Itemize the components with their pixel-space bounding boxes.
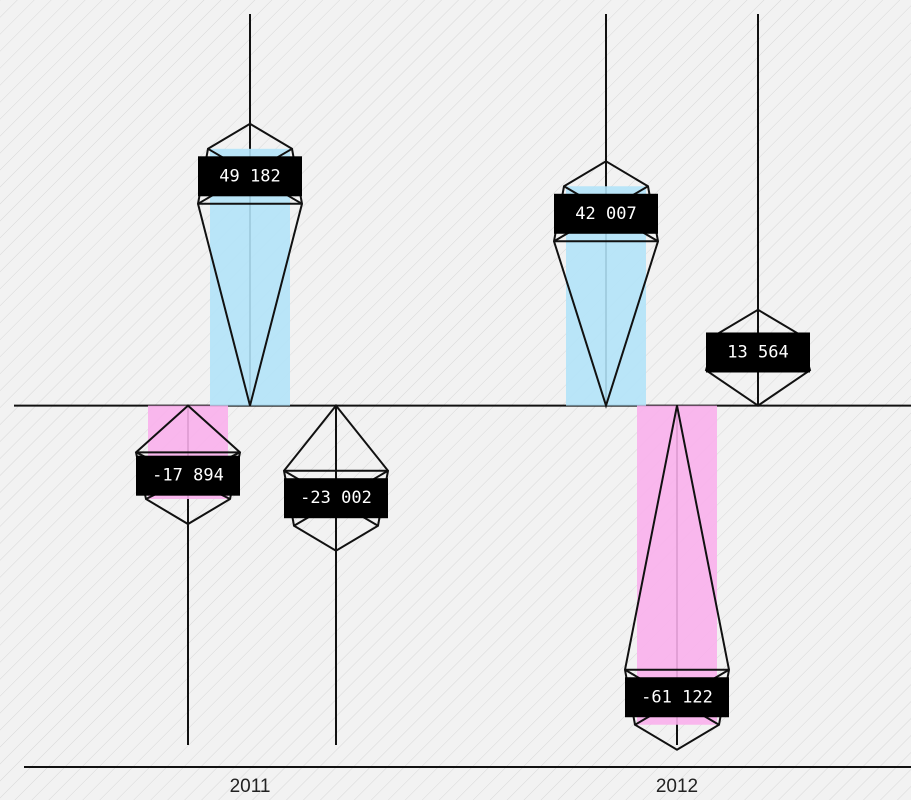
value-label-box: [554, 193, 658, 234]
bar-fill: [637, 405, 717, 725]
value-label-box: [136, 455, 240, 496]
value-label: 49 182: [219, 166, 280, 186]
value-label: 42 007: [575, 204, 636, 224]
x-tick-label: 2012: [656, 776, 698, 797]
x-tick-label: 2011: [230, 776, 271, 797]
value-label-box: [198, 156, 302, 197]
value-label: 13 564: [727, 342, 788, 362]
value-label: -17 894: [152, 466, 224, 486]
value-label-box: [706, 332, 810, 373]
value-label: -23 002: [300, 488, 372, 508]
value-label: -61 122: [641, 687, 713, 707]
value-label-box: [284, 478, 388, 519]
value-label-box: [625, 677, 729, 718]
